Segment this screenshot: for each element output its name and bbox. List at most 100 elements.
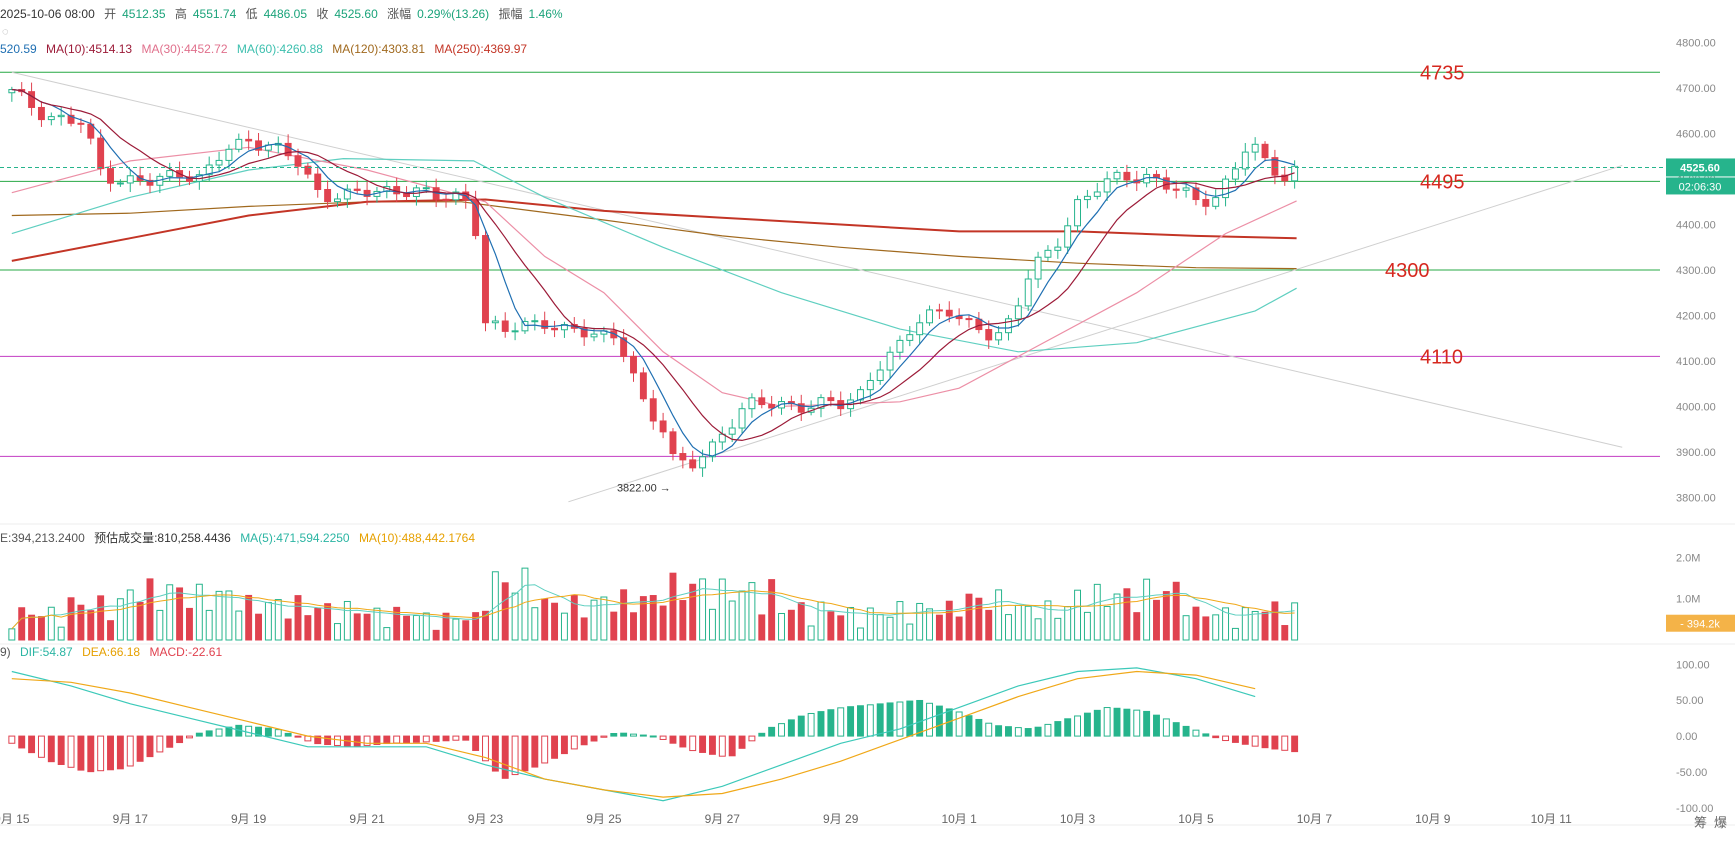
macd-bar <box>847 706 855 737</box>
price-tick-label: 3900.00 <box>1676 447 1716 459</box>
candle-body <box>985 329 993 341</box>
volume-bar <box>600 596 608 641</box>
candle-body <box>1271 157 1279 176</box>
macd-bar <box>778 723 785 737</box>
macd-bar <box>758 732 766 737</box>
macd-bar <box>274 729 282 737</box>
volume-bar <box>1182 615 1190 641</box>
candle-body <box>1064 225 1072 248</box>
macd-bar <box>1034 726 1042 737</box>
volume-bar <box>955 616 963 641</box>
volume-bar <box>738 590 746 641</box>
amplitude-label: 振幅 <box>498 7 523 21</box>
x-tick-label: 10月 11 <box>1531 812 1572 826</box>
macd-bar <box>659 735 667 740</box>
volume-bar <box>1034 618 1042 641</box>
macd-bar <box>797 715 805 737</box>
candle-body <box>580 327 588 338</box>
volume-bar <box>926 608 933 641</box>
macd-bar <box>324 735 332 746</box>
volume-bar <box>620 589 628 641</box>
macd-bar <box>926 702 933 737</box>
close-label: 收 <box>316 7 329 21</box>
corner-label-1[interactable]: 筹 <box>1694 815 1708 830</box>
x-tick-label: 10月 5 <box>1178 812 1214 826</box>
candle-body <box>699 456 707 469</box>
macd-bar <box>768 726 776 737</box>
macd-bar <box>422 735 430 743</box>
macd-bar <box>166 735 174 748</box>
macd-bar <box>294 735 302 738</box>
macd-bar <box>1222 735 1230 742</box>
macd-bar <box>896 701 904 737</box>
trend-line <box>568 164 1623 503</box>
candle-body <box>689 459 697 469</box>
candle-body <box>37 106 45 121</box>
macd-bar <box>116 735 124 770</box>
x-tick-label: 9月 25 <box>586 812 622 826</box>
price-tick-label: 4100.00 <box>1676 356 1716 368</box>
eye-off-icon[interactable]: ◌ <box>2 26 9 38</box>
volume-bar <box>245 594 253 641</box>
ma30-value: MA(30):4452.72 <box>141 42 228 56</box>
macd-bar <box>136 735 144 762</box>
x-tick-label: 9月 27 <box>705 812 741 826</box>
candle-body <box>363 189 371 197</box>
volume-bar <box>551 602 559 641</box>
volume-bar <box>590 599 598 641</box>
macd-bar <box>1261 735 1269 749</box>
macd-bar <box>748 735 756 742</box>
macd-params: 9) <box>0 645 11 659</box>
volume-bar <box>57 626 65 641</box>
candle-body <box>1093 191 1101 197</box>
volume-bar <box>314 607 322 641</box>
candle-body <box>245 138 253 142</box>
macd-bar <box>551 735 559 759</box>
price-tick-label: 4000.00 <box>1676 401 1716 413</box>
volume-bar <box>403 615 411 641</box>
volume-bar <box>1005 614 1012 641</box>
volume-bar <box>531 607 539 641</box>
volume-bar <box>294 595 302 641</box>
macd-bar <box>1162 718 1170 737</box>
volume-bar <box>1103 605 1111 641</box>
volume-bar <box>1044 600 1052 641</box>
ma120-line <box>11 201 1297 270</box>
volume-bar <box>1192 606 1200 641</box>
volume-bar <box>107 620 114 641</box>
volume-bar <box>1014 604 1022 641</box>
macd-bar <box>1074 715 1082 737</box>
macd-bar <box>205 730 213 737</box>
volume-bar <box>462 620 470 641</box>
candle-body <box>126 175 134 184</box>
price-tick-label: 4300.00 <box>1676 265 1716 277</box>
volume-bar <box>1083 611 1091 641</box>
macd-bar <box>827 709 835 737</box>
volume-bar <box>866 607 874 641</box>
corner-label-2[interactable]: 爆 <box>1714 815 1728 830</box>
volume-bar <box>748 582 756 641</box>
candle-body <box>146 179 154 186</box>
change-label: 涨幅 <box>387 7 412 21</box>
volume-bar <box>284 618 292 641</box>
candle-body <box>324 188 332 203</box>
price-tick-label: 4700.00 <box>1676 83 1716 95</box>
macd-bar <box>1281 735 1289 751</box>
candle-body <box>965 318 973 321</box>
dea-line <box>11 670 1256 798</box>
macd-bar <box>314 735 322 745</box>
trend-line <box>11 71 1623 448</box>
macd-bar <box>1093 709 1101 737</box>
macd-bar <box>935 705 943 737</box>
amplitude-value: 1.46% <box>528 7 563 21</box>
volume-bar <box>432 629 440 641</box>
candle-body <box>945 309 953 317</box>
volume-bar <box>1074 589 1082 641</box>
macd-bar <box>639 734 647 737</box>
macd-bar <box>620 732 628 737</box>
volume-bar <box>1251 610 1259 641</box>
candle-body <box>1113 171 1121 180</box>
candle-body <box>551 327 559 331</box>
